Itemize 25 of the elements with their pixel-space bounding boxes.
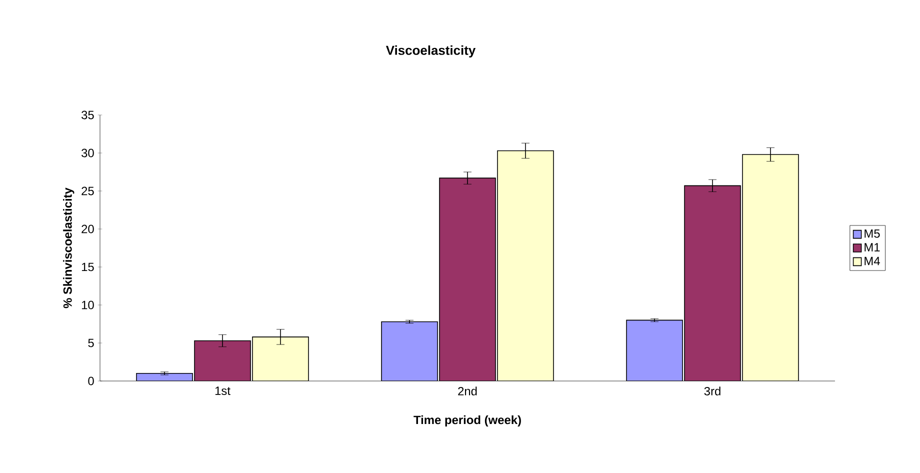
y-tick-label: 30 <box>82 148 94 158</box>
x-tick-label: 2nd <box>458 386 477 396</box>
bar <box>439 178 496 381</box>
bar <box>497 150 554 381</box>
y-tick-label: 10 <box>82 300 94 310</box>
bar <box>684 185 741 381</box>
y-tick-label: 35 <box>82 110 94 120</box>
legend-label: M5 <box>864 229 880 238</box>
bar <box>252 336 309 381</box>
y-tick-label: 5 <box>88 338 94 348</box>
legend-label: M1 <box>864 243 880 252</box>
legend-label: M4 <box>864 256 880 266</box>
bar <box>626 320 683 381</box>
y-axis-title: % Skinviscoelasticity <box>63 188 74 308</box>
x-tick-label: 1st <box>215 386 230 395</box>
bar <box>742 154 799 381</box>
bar <box>194 340 251 381</box>
x-axis-title: Time period (week) <box>414 415 521 427</box>
y-tick-label: 0 <box>88 376 94 386</box>
chart-title: Viscoelasticity <box>386 45 476 58</box>
x-tick-label: 3rd <box>704 386 720 396</box>
y-tick-label: 25 <box>82 186 94 196</box>
y-tick-label: 20 <box>82 224 94 234</box>
bar <box>381 321 438 381</box>
y-tick-label: 15 <box>82 262 94 272</box>
